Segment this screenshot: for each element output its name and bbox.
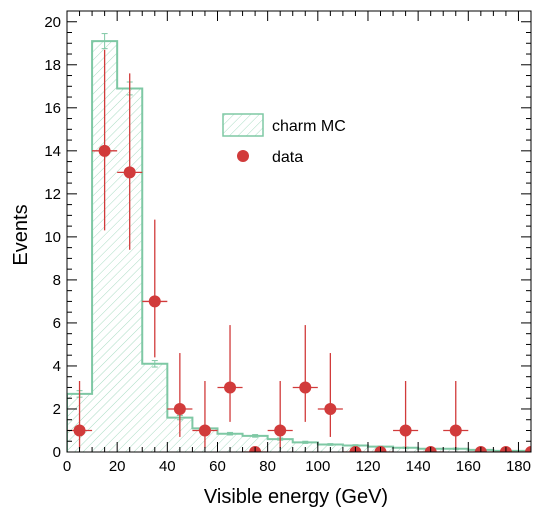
y-tick-label: 0	[53, 444, 61, 461]
x-tick-label: 80	[259, 458, 276, 475]
data-point	[274, 424, 287, 437]
data-point	[449, 424, 462, 437]
data-point	[73, 424, 86, 437]
y-tick-label: 20	[44, 14, 61, 31]
plot-frame	[66, 10, 532, 453]
data-point	[525, 446, 531, 452]
legend-mc-swatch	[222, 113, 264, 137]
legend-label-mc: charm MC	[272, 118, 346, 135]
y-tick-label: 14	[44, 143, 61, 160]
data-point	[299, 381, 312, 394]
y-tick-label: 8	[53, 272, 61, 289]
legend: charm MC data	[222, 113, 346, 166]
data-point	[224, 381, 237, 394]
y-tick-label: 6	[53, 315, 61, 332]
y-tick-label: 16	[44, 100, 61, 117]
data-point	[399, 424, 412, 437]
x-tick-label: 120	[355, 458, 380, 475]
y-tick-label: 10	[44, 229, 61, 246]
legend-data-marker	[237, 150, 249, 162]
data-point	[123, 166, 136, 179]
y-tick-label: 18	[44, 57, 61, 74]
y-tick-label: 12	[44, 186, 61, 203]
x-tick-label: 40	[159, 458, 176, 475]
data-point	[98, 144, 111, 157]
y-axis-title: Events	[10, 204, 32, 265]
x-tick-label: 60	[209, 458, 226, 475]
y-tick-label: 2	[53, 401, 61, 418]
mc-bin-fill	[242, 435, 268, 452]
data-point	[173, 402, 186, 415]
axes: 0 20 40 60 80 100 120 140 160 180 0 2 4 6 8 10 12 14 16 18 2…	[44, 10, 532, 475]
legend-label-data: data	[272, 149, 303, 166]
x-tick-label: 180	[506, 458, 531, 475]
data-point	[148, 295, 161, 308]
mc-bin-fill	[217, 433, 243, 452]
x-axis-title: Visible energy (GeV)	[204, 486, 388, 508]
y-tick-label: 4	[53, 358, 61, 375]
data-point	[198, 424, 211, 437]
x-tick-label: 140	[406, 458, 431, 475]
x-tick-label: 160	[456, 458, 481, 475]
data-point	[324, 402, 337, 415]
x-tick-label: 100	[305, 458, 330, 475]
x-tick-label: 20	[109, 458, 126, 475]
mc-bin-fill	[142, 363, 168, 452]
plot-area	[67, 33, 531, 452]
x-tick-label: 0	[63, 458, 71, 475]
